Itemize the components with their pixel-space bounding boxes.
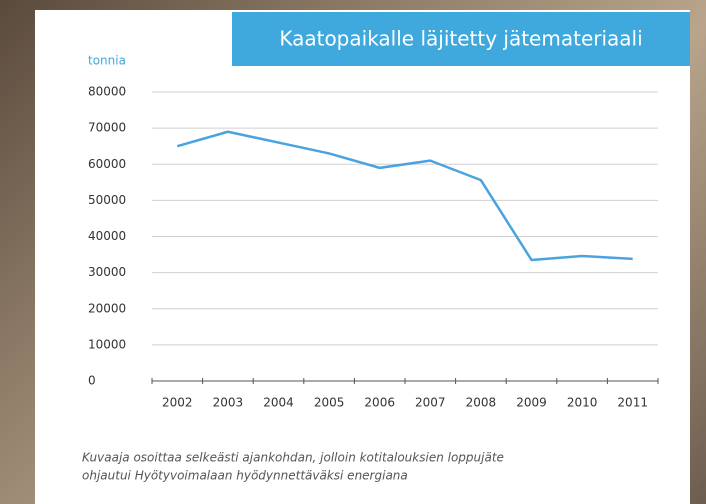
y-tick-label: 80000 — [88, 85, 126, 99]
y-tick-label: 10000 — [88, 337, 126, 351]
x-tick-label: 2002 — [162, 396, 193, 410]
x-tick-label: 2004 — [263, 396, 294, 410]
y-tick-label: 30000 — [88, 265, 126, 279]
page: Kaatopaikalle läjitetty jätemateriaali t… — [0, 0, 706, 504]
caption: Kuvaaja osoittaa selkeästi ajankohdan, j… — [82, 451, 504, 465]
y-tick-label: 60000 — [88, 157, 126, 171]
y-tick-label: 0 — [88, 374, 96, 388]
y-tick-label: 40000 — [88, 229, 126, 243]
y-tick-label: 50000 — [88, 193, 126, 207]
x-tick-label: 2010 — [567, 396, 598, 410]
x-tick-label: 2007 — [415, 396, 446, 410]
x-tick-label: 2005 — [314, 396, 345, 410]
x-tick-label: 2003 — [213, 396, 244, 410]
y-tick-label: 70000 — [88, 121, 126, 135]
chart-title: Kaatopaikalle läjitetty jätemateriaali — [279, 27, 642, 51]
data-line — [177, 132, 632, 260]
x-tick-label: 2006 — [364, 396, 395, 410]
x-tick-label: 2008 — [466, 396, 497, 410]
x-tick-label: 2011 — [617, 396, 648, 410]
y-tick-label: 20000 — [88, 301, 126, 315]
caption: ohjautui Hyötyvoimalaan hyödynnettäväksi… — [82, 469, 408, 483]
chart: Kaatopaikalle läjitetty jätemateriaali t… — [0, 0, 706, 504]
y-axis-label: tonnia — [88, 54, 126, 68]
x-tick-label: 2009 — [516, 396, 547, 410]
